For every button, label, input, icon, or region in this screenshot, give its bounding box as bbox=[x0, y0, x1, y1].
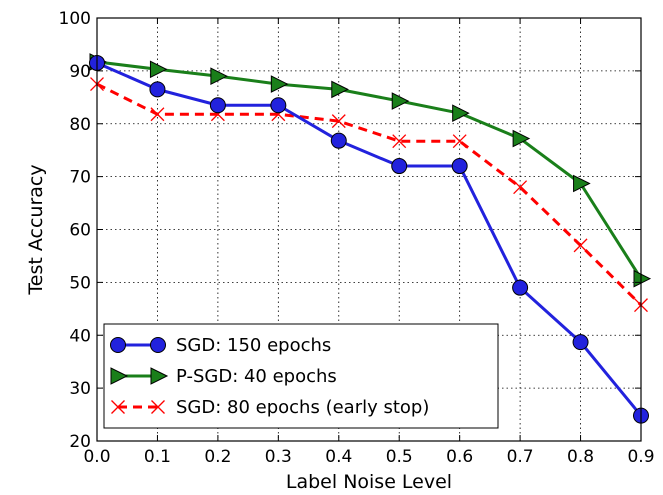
x-marker-stroke bbox=[573, 238, 588, 253]
data-point bbox=[573, 174, 591, 193]
data-point bbox=[633, 269, 652, 288]
axis-ticks bbox=[96, 17, 642, 442]
legend-entry: SGD: 80 epochs (early stop) bbox=[111, 397, 429, 418]
series-2 bbox=[90, 77, 648, 313]
data-point bbox=[149, 81, 166, 98]
x-marker-stroke bbox=[513, 180, 528, 195]
legend-marker bbox=[151, 400, 165, 414]
x-tick-label: 0.5 bbox=[386, 447, 413, 467]
y-tick-label: 80 bbox=[69, 115, 91, 135]
legend-marker bbox=[110, 367, 129, 385]
data-point bbox=[513, 180, 528, 195]
legend-label: SGD: 150 epochs bbox=[176, 335, 331, 356]
y-tick-label: 90 bbox=[69, 62, 91, 82]
data-point bbox=[391, 158, 408, 175]
x-tick-label: 0.8 bbox=[567, 447, 594, 467]
data-point bbox=[209, 97, 226, 114]
data-point bbox=[572, 334, 589, 351]
y-tick-label: 60 bbox=[69, 221, 91, 241]
data-point bbox=[330, 132, 347, 149]
data-point bbox=[573, 238, 588, 253]
y-tick-labels: 20 30 40 50 60 70 80 90 100 bbox=[59, 9, 91, 452]
x-tick-label: 0.7 bbox=[507, 447, 534, 467]
x-tick-label: 0.0 bbox=[83, 447, 110, 467]
x-marker-stroke bbox=[392, 134, 407, 149]
x-marker-stroke bbox=[331, 114, 346, 129]
y-tick-label: 70 bbox=[69, 168, 91, 188]
data-point bbox=[270, 97, 287, 114]
legend-entry: P-SGD: 40 epochs bbox=[110, 366, 337, 387]
series-lines bbox=[89, 53, 652, 424]
series-line bbox=[96, 61, 643, 417]
data-point bbox=[149, 60, 168, 79]
data-point bbox=[210, 67, 229, 85]
x-tick-label: 0.2 bbox=[204, 447, 231, 467]
y-axis-label: Test Accuracy bbox=[25, 164, 47, 295]
series-line bbox=[96, 82, 643, 307]
legend-entry: SGD: 150 epochs bbox=[110, 335, 331, 356]
x-marker-stroke bbox=[150, 107, 165, 122]
x-axis-label: Label Noise Level bbox=[286, 471, 452, 493]
x-tick-labels: 0.0 0.1 0.2 0.3 0.4 0.5 0.6 0.7 0.8 0.9 bbox=[83, 447, 654, 467]
series-1 bbox=[89, 53, 652, 288]
data-point bbox=[452, 134, 467, 149]
data-point bbox=[451, 158, 468, 175]
data-point bbox=[331, 114, 346, 129]
legend-marker bbox=[150, 337, 166, 353]
series-0 bbox=[89, 54, 649, 424]
data-point bbox=[392, 134, 407, 149]
y-tick-label: 20 bbox=[69, 432, 91, 452]
legend-marker bbox=[110, 337, 126, 353]
data-point bbox=[331, 80, 349, 99]
legend: SGD: 150 epochs P-SGD: 40 epochs SGD: 80 e… bbox=[103, 323, 499, 429]
data-point bbox=[150, 107, 165, 122]
y-tick-label: 100 bbox=[59, 9, 91, 29]
data-point bbox=[270, 75, 289, 93]
x-tick-label: 0.6 bbox=[446, 447, 473, 467]
x-tick-label: 0.3 bbox=[265, 447, 292, 467]
x-marker-stroke bbox=[111, 400, 125, 414]
series-line bbox=[96, 60, 643, 280]
legend-box bbox=[103, 323, 499, 429]
x-tick-label: 0.1 bbox=[144, 447, 171, 467]
y-tick-label: 30 bbox=[69, 379, 91, 399]
x-marker-stroke bbox=[151, 400, 165, 414]
legend-marker bbox=[111, 400, 125, 414]
legend-label: SGD: 80 epochs (early stop) bbox=[176, 397, 429, 418]
x-marker-stroke bbox=[452, 134, 467, 149]
x-tick-label: 0.4 bbox=[325, 447, 352, 467]
x-tick-label: 0.9 bbox=[627, 447, 654, 467]
legend-label: P-SGD: 40 epochs bbox=[176, 366, 337, 387]
data-point bbox=[452, 104, 470, 122]
legend-marker bbox=[150, 367, 169, 385]
data-point bbox=[512, 279, 529, 296]
data-point bbox=[391, 92, 410, 110]
y-tick-label: 50 bbox=[69, 273, 91, 293]
data-point bbox=[512, 129, 531, 148]
y-tick-label: 40 bbox=[69, 326, 91, 346]
